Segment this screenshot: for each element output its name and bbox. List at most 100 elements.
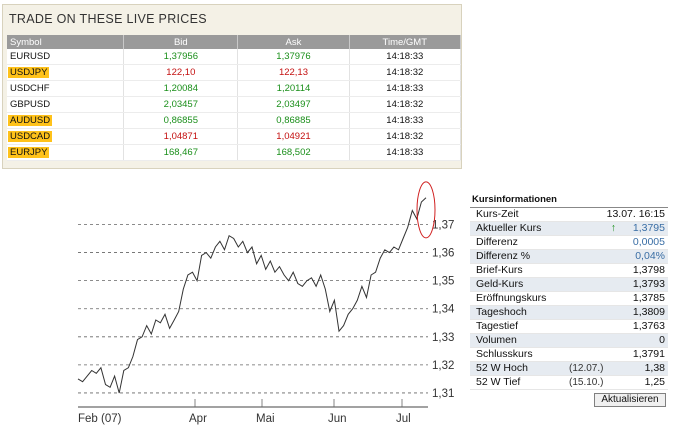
live-prices-rows: EURUSD 1,37956 1,37976 14:18:33 USDJPY 122,10… <box>7 49 462 161</box>
kurs-info-label: Differenz % <box>476 250 531 262</box>
table-row[interactable]: GBPUSD 2,03457 2,03497 14:18:32 <box>7 96 462 113</box>
y-tick-label: 1,36 <box>432 248 454 260</box>
time-cell: 14:18:33 <box>349 80 462 97</box>
bid-cell: 122,10 <box>123 64 239 81</box>
table-row[interactable]: USDCAD 1,04871 1,04921 14:18:32 <box>7 128 462 145</box>
table-row[interactable]: USDCHF 1,20084 1,20114 14:18:33 <box>7 80 462 97</box>
price-series-line <box>77 197 427 394</box>
kurs-info-value: 0,0005 <box>632 236 665 248</box>
symbol-cell: EURUSD <box>7 49 125 65</box>
kurs-info-value: 1,25 <box>644 376 665 388</box>
ask-cell: 0,86885 <box>237 112 350 129</box>
time-cell: 14:18:32 <box>349 128 462 145</box>
symbol-label: AUDUSD <box>8 115 53 126</box>
refresh-button[interactable]: Aktualisieren <box>594 393 666 407</box>
bid-cell: 168,467 <box>123 144 239 161</box>
symbol-label: EURUSD <box>10 51 51 62</box>
kurs-info-date: (12.07.) <box>569 363 604 374</box>
price-chart: 1,37 1,36 1,35 1,34 1,33 1,32 1,31 Feb (07) Apr M… <box>0 180 470 430</box>
kurs-info-label: Differenz <box>476 236 518 248</box>
bid-cell: 1,37956 <box>123 49 239 65</box>
kurs-info-row: Geld-Kurs 1,3793 <box>470 278 668 292</box>
kurs-info-panel: Kursinformationen Kurs-Zeit 13.07. 16:15 A… <box>470 193 668 411</box>
kurs-info-row: Tagestief 1,3763 <box>470 320 668 334</box>
bid-cell: 1,04871 <box>123 128 239 145</box>
kurs-info-value: 1,3809 <box>632 306 665 318</box>
time-cell: 14:18:33 <box>349 144 462 161</box>
kurs-info-label: Schlusskurs <box>476 348 533 360</box>
kurs-info-value: 13.07. 16:15 <box>606 208 665 220</box>
up-arrow-icon: ↑ <box>610 222 616 234</box>
symbol-label: GBPUSD <box>10 99 51 110</box>
column-header-time: Time/GMT <box>349 35 462 49</box>
ask-cell: 1,20114 <box>237 80 350 97</box>
live-prices-title: TRADE ON THESE LIVE PRICES <box>9 12 207 26</box>
x-tick-label: Feb (07) <box>78 413 122 425</box>
kurs-info-value: 0 <box>659 334 665 346</box>
table-row[interactable]: EURUSD 1,37956 1,37976 14:18:33 <box>7 49 462 65</box>
time-cell: 14:18:32 <box>349 96 462 113</box>
kurs-info-value: 0,04% <box>635 250 665 262</box>
kurs-info-label: Tagestief <box>476 320 519 332</box>
bid-cell: 1,20084 <box>123 80 239 97</box>
column-header-bid: Bid <box>123 35 239 49</box>
kurs-info-label: Geld-Kurs <box>476 278 524 290</box>
kurs-info-date: (15.10.) <box>569 377 604 388</box>
table-header-row: Symbol Bid Ask Time/GMT <box>7 35 462 49</box>
kurs-info-label: 52 W Tief <box>476 376 521 388</box>
kurs-info-rows: Kurs-Zeit 13.07. 16:15 Aktueller Kurs ↑ 1,37… <box>470 208 668 390</box>
y-tick-label: 1,31 <box>432 388 454 400</box>
time-cell: 14:18:33 <box>349 49 462 65</box>
kurs-info-row: Volumen 0 <box>470 334 668 348</box>
symbol-cell: AUDUSD <box>7 112 125 129</box>
kurs-info-value: 1,3791 <box>632 348 665 360</box>
kurs-info-label: Aktueller Kurs <box>476 222 542 234</box>
kurs-info-value: 1,3793 <box>632 278 665 290</box>
kurs-info-label: Tageshoch <box>476 306 527 318</box>
price-chart-svg: 1,37 1,36 1,35 1,34 1,33 1,32 1,31 Feb (07) Apr M… <box>77 181 455 425</box>
kurs-info-value: 1,38 <box>644 362 665 374</box>
kurs-info-row: 52 W Tief (15.10.) 1,25 <box>470 376 668 390</box>
x-tick-label: Apr <box>189 413 207 425</box>
x-tick-label: Mai <box>256 413 275 425</box>
bid-cell: 2,03457 <box>123 96 239 113</box>
ask-cell: 168,502 <box>237 144 350 161</box>
y-tick-label: 1,35 <box>432 276 454 288</box>
symbol-label: USDCAD <box>8 131 53 142</box>
time-cell: 14:18:32 <box>349 64 462 81</box>
kurs-info-row: Differenz 0,0005 <box>470 236 668 250</box>
kurs-info-row: Aktueller Kurs ↑ 1,3795 <box>470 222 668 236</box>
kurs-info-label: Kurs-Zeit <box>476 208 519 220</box>
kurs-info-row: Brief-Kurs 1,3798 <box>470 264 668 278</box>
y-tick-label: 1,34 <box>432 304 455 316</box>
table-row[interactable]: USDJPY 122,10 122,13 14:18:32 <box>7 64 462 81</box>
kurs-info-label: Volumen <box>476 334 517 346</box>
kurs-info-row: Tageshoch 1,3809 <box>470 306 668 320</box>
symbol-cell: EURJPY <box>7 144 125 161</box>
column-header-symbol: Symbol <box>7 35 125 49</box>
table-row[interactable]: EURJPY 168,467 168,502 14:18:33 <box>7 144 462 161</box>
symbol-label: EURJPY <box>8 147 50 158</box>
kurs-info-value: 1,3785 <box>632 292 665 304</box>
table-row[interactable]: AUDUSD 0,86855 0,86885 14:18:33 <box>7 112 462 129</box>
kurs-info-row: Differenz % 0,04% <box>470 250 668 264</box>
y-tick-label: 1,37 <box>432 220 454 232</box>
kurs-info-row: Kurs-Zeit 13.07. 16:15 <box>470 208 668 222</box>
symbol-cell: GBPUSD <box>7 96 125 113</box>
column-header-ask: Ask <box>237 35 350 49</box>
kurs-info-value: 1,3798 <box>632 264 665 276</box>
symbol-label: USDCHF <box>10 83 50 94</box>
kurs-info-title: Kursinformationen <box>470 193 668 208</box>
live-prices-widget: TRADE ON THESE LIVE PRICES Symbol Bid As… <box>2 4 462 169</box>
symbol-cell: USDCAD <box>7 128 125 145</box>
symbol-label: USDJPY <box>8 67 50 78</box>
kurs-info-row: Schlusskurs 1,3791 <box>470 348 668 362</box>
x-tick-label: Jun <box>328 413 347 425</box>
time-cell: 14:18:33 <box>349 112 462 129</box>
x-tick-label: Jul <box>396 413 411 425</box>
kurs-info-row: Eröffnungskurs 1,3785 <box>470 292 668 306</box>
highlight-ellipse <box>416 181 436 239</box>
bid-cell: 0,86855 <box>123 112 239 129</box>
symbol-cell: USDCHF <box>7 80 125 97</box>
kurs-info-value: 1,3763 <box>632 320 665 332</box>
